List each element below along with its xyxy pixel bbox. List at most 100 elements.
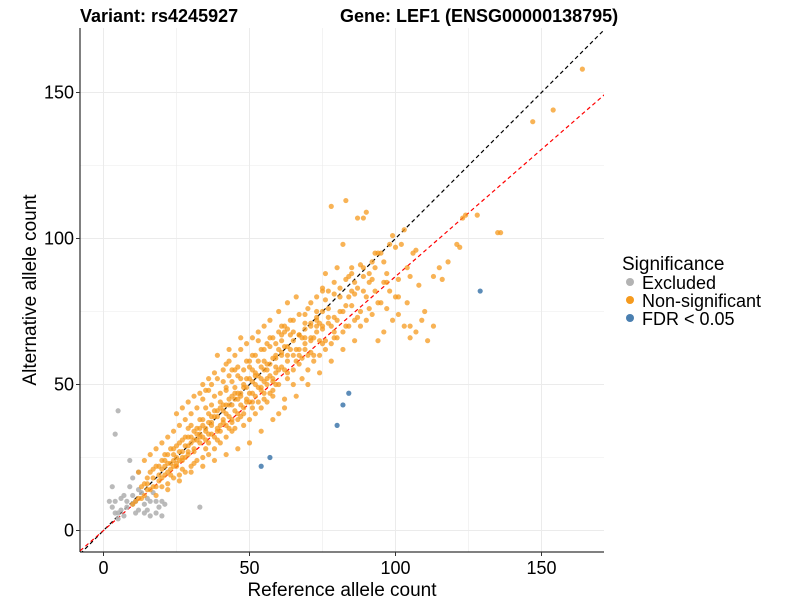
nonsignificant-point xyxy=(153,446,159,452)
nonsignificant-point xyxy=(284,370,291,376)
nonsignificant-point xyxy=(156,472,162,478)
nonsignificant-point xyxy=(165,487,171,493)
nonsignificant-point xyxy=(273,341,279,347)
nonsignificant-point xyxy=(384,305,390,312)
nonsignificant-point xyxy=(381,259,387,265)
nonsignificant-point xyxy=(252,411,258,417)
nonsignificant-point xyxy=(319,341,326,347)
nonsignificant-point xyxy=(264,399,270,405)
nonsignificant-point xyxy=(550,107,556,113)
nonsignificant-point xyxy=(290,338,296,344)
nonsignificant-point xyxy=(439,276,445,282)
nonsignificant-point xyxy=(147,469,153,475)
nonsignificant-point xyxy=(360,273,366,280)
nonsignificant-point xyxy=(281,405,288,411)
nonsignificant-point xyxy=(331,291,337,297)
nonsignificant-point xyxy=(141,457,147,464)
nonsignificant-point xyxy=(144,475,150,481)
nonsignificant-point xyxy=(200,463,206,469)
significant-point xyxy=(340,402,346,408)
nonsignificant-point xyxy=(387,241,393,247)
nonsignificant-point xyxy=(284,376,291,382)
nonsignificant-point xyxy=(314,314,320,320)
nonsignificant-point xyxy=(249,399,256,405)
nonsignificant-point xyxy=(194,405,200,411)
nonsignificant-point xyxy=(340,329,346,335)
nonsignificant-point xyxy=(366,270,372,277)
significant-point xyxy=(334,422,340,428)
excluded-point xyxy=(141,501,147,507)
nonsignificant-point xyxy=(328,341,334,347)
nonsignificant-point xyxy=(305,381,311,388)
nonsignificant-point xyxy=(176,472,183,478)
nonsignificant-point xyxy=(185,399,191,405)
nonsignificant-point xyxy=(407,273,413,280)
nonsignificant-point xyxy=(454,241,460,247)
nonsignificant-point xyxy=(208,402,215,408)
nonsignificant-point xyxy=(217,390,223,396)
nonsignificant-point xyxy=(185,434,191,440)
nonsignificant-point xyxy=(252,373,258,379)
nonsignificant-point xyxy=(214,437,220,443)
nonsignificant-point xyxy=(206,387,212,393)
nonsignificant-point xyxy=(191,393,197,399)
nonsignificant-point xyxy=(322,297,329,303)
nonsignificant-point xyxy=(191,446,197,452)
nonsignificant-point xyxy=(296,346,302,353)
nonsignificant-point xyxy=(290,329,296,335)
axes xyxy=(79,28,604,553)
nonsignificant-point xyxy=(206,440,212,446)
nonsignificant-point xyxy=(293,393,299,399)
nonsignificant-point xyxy=(425,338,431,344)
nonsignificant-point xyxy=(138,484,145,490)
nonsignificant-point xyxy=(243,341,250,347)
nonsignificant-point xyxy=(203,446,209,452)
nonsignificant-point xyxy=(302,311,308,318)
nonsignificant-point xyxy=(241,405,247,411)
nonsignificant-point xyxy=(387,288,393,294)
nonsignificant-point xyxy=(176,422,183,428)
nonsignificant-point xyxy=(314,329,320,335)
nonsignificant-point xyxy=(220,402,226,408)
nonsignificant-point xyxy=(343,276,349,282)
nonsignificant-point xyxy=(331,279,337,285)
points xyxy=(106,66,585,522)
nonsignificant-point xyxy=(381,329,387,335)
nonsignificant-point xyxy=(185,425,191,431)
significant-point xyxy=(346,390,352,396)
nonsignificant-point xyxy=(229,378,235,385)
nonsignificant-point xyxy=(135,469,142,475)
nonsignificant-point xyxy=(308,320,314,326)
nonsignificant-point xyxy=(159,440,165,446)
nonsignificant-point xyxy=(308,335,314,341)
nonsignificant-point xyxy=(430,323,437,329)
nonsignificant-point xyxy=(366,305,372,312)
nonsignificant-point xyxy=(246,440,253,446)
excluded-point xyxy=(127,484,133,490)
excluded-point xyxy=(130,492,136,499)
x-tick-label: 0 xyxy=(98,558,108,578)
nonsignificant-point xyxy=(293,294,299,300)
nonsignificant-point xyxy=(246,416,253,423)
nonsignificant-point xyxy=(165,434,171,440)
nonsignificant-point xyxy=(229,416,235,423)
nonsignificant-point xyxy=(191,460,197,466)
nonsignificant-point xyxy=(249,405,256,411)
nonsignificant-point xyxy=(284,358,291,364)
nonsignificant-point xyxy=(238,335,244,341)
nonsignificant-point xyxy=(349,265,355,271)
nonsignificant-point xyxy=(220,367,226,373)
excluded-point xyxy=(121,513,127,519)
nonsignificant-point xyxy=(322,346,329,353)
nonsignificant-point xyxy=(173,411,180,417)
nonsignificant-point xyxy=(354,215,361,221)
nonsignificant-point xyxy=(340,346,346,353)
nonsignificant-point xyxy=(255,399,261,405)
nonsignificant-point xyxy=(235,446,241,452)
nonsignificant-point xyxy=(284,300,291,306)
nonsignificant-point xyxy=(238,346,244,353)
nonsignificant-point xyxy=(328,358,334,364)
nonsignificant-point xyxy=(194,431,200,437)
nonsignificant-point xyxy=(384,270,390,277)
nonsignificant-point xyxy=(232,352,238,358)
